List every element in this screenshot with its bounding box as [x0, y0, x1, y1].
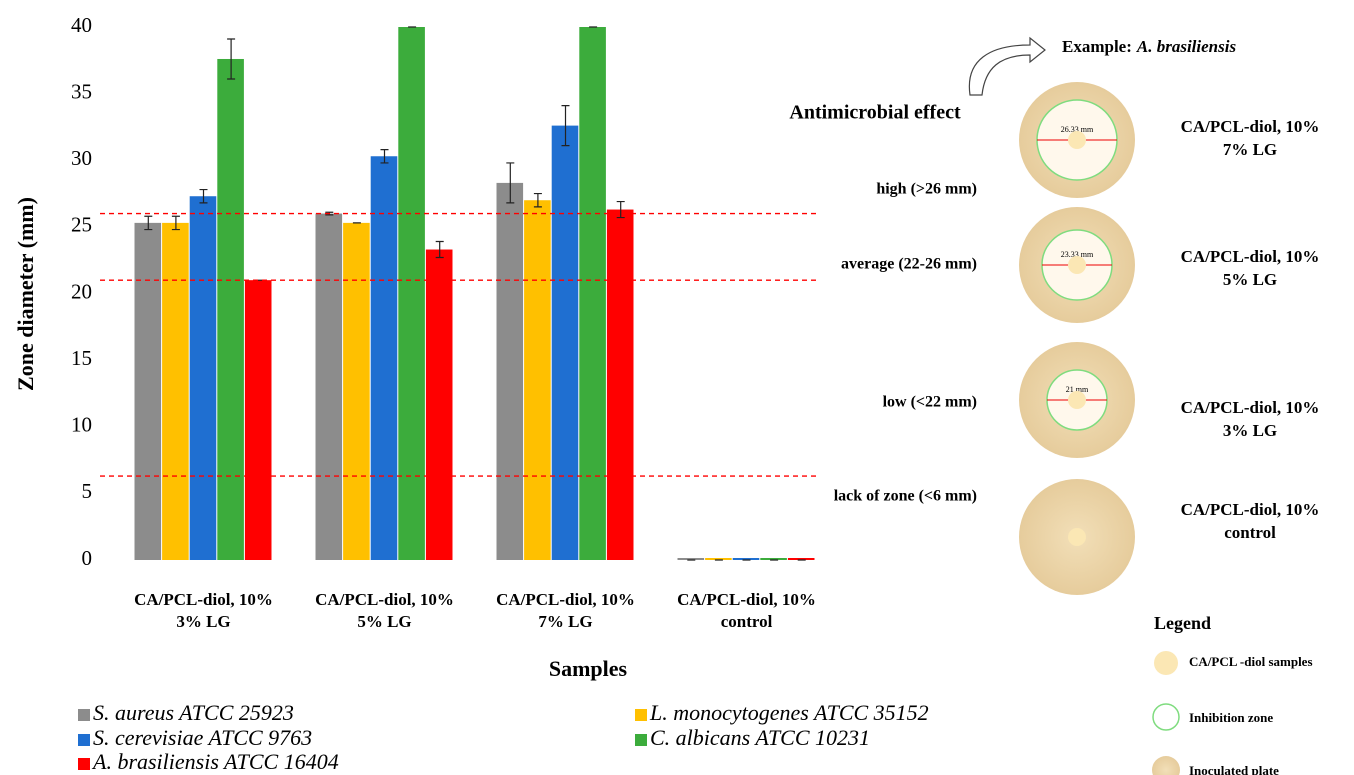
y-tick-label: 5 — [82, 479, 93, 503]
x-tick-label: CA/PCL-diol, 10%7% LG — [496, 590, 635, 631]
figure: Zone diameter (mm) Samples Antimicrobial… — [0, 0, 1354, 775]
y-tick-label: 10 — [71, 413, 92, 437]
bar — [135, 223, 162, 560]
bar — [607, 210, 634, 560]
legend-label: S. aureus ATCC 25923 — [93, 700, 294, 725]
bar — [190, 196, 217, 560]
sample — [1068, 256, 1086, 274]
bar — [524, 200, 551, 560]
example-species: A. brasiliensis — [1136, 37, 1237, 56]
legend-label: C. albicans ATCC 10231 — [650, 725, 870, 750]
bar — [426, 250, 453, 560]
sample — [1068, 391, 1086, 409]
bar — [579, 27, 606, 560]
bar — [343, 223, 370, 560]
legend-label: S. cerevisiae ATCC 9763 — [93, 725, 312, 750]
sample-icon — [1154, 651, 1178, 675]
diagram-legend-label: CA/PCL -diol samples — [1189, 654, 1313, 669]
level-label: high (>26 mm) — [876, 181, 977, 198]
legend-label: L. monocytogenes ATCC 35152 — [649, 700, 929, 725]
bar — [497, 183, 524, 560]
y-tick-label: 25 — [71, 213, 92, 237]
bar — [162, 223, 189, 560]
bar — [245, 280, 272, 560]
zone-icon — [1153, 704, 1179, 730]
legend-swatch — [78, 734, 90, 746]
level-label: average (22-26 mm) — [841, 256, 977, 273]
plate-label: CA/PCL-diol, 10%7% LG — [1181, 117, 1320, 159]
bar — [552, 126, 579, 560]
plate-label: CA/PCL-diol, 10%3% LG — [1181, 398, 1320, 440]
plate-label: CA/PCL-diol, 10%5% LG — [1181, 247, 1320, 289]
example-label: Example: — [1062, 37, 1132, 56]
x-axis-label: Samples — [549, 656, 628, 681]
plate-icon — [1152, 756, 1180, 775]
legend-swatch — [78, 709, 90, 721]
y-tick-label: 15 — [71, 346, 92, 370]
example-caption: Example:A. brasiliensis — [1062, 37, 1236, 56]
bar — [316, 214, 343, 560]
y-tick-label: 40 — [71, 13, 92, 37]
level-label: low (<22 mm) — [883, 394, 977, 411]
arrow — [969, 38, 1045, 95]
y-tick-label: 35 — [71, 79, 92, 103]
sample — [1068, 131, 1086, 149]
diagram-title: Antimicrobial effect — [789, 102, 961, 124]
diagram-legend-label: Inhibition zone — [1189, 710, 1273, 725]
level-label: lack of zone (<6 mm) — [834, 488, 977, 505]
diagram-legend-label: Inoculated plate — [1189, 763, 1279, 775]
y-axis-label: Zone diameter (mm) — [13, 197, 38, 391]
legend-swatch — [78, 758, 90, 770]
bar — [371, 156, 398, 560]
x-tick-label: CA/PCL-diol, 10%3% LG — [134, 590, 273, 631]
legend-label: A. brasiliensis ATCC 16404 — [91, 749, 339, 774]
legend-swatch — [635, 709, 647, 721]
sample — [1068, 528, 1086, 546]
x-tick-label: CA/PCL-diol, 10%control — [677, 590, 816, 631]
y-tick-label: 20 — [71, 279, 92, 303]
legend-swatch — [635, 734, 647, 746]
bar — [398, 27, 425, 560]
diagram-legend-title: Legend — [1154, 613, 1211, 633]
x-tick-label: CA/PCL-diol, 10%5% LG — [315, 590, 454, 631]
plate-label: CA/PCL-diol, 10%control — [1181, 500, 1320, 542]
bar — [217, 59, 244, 560]
y-tick-label: 0 — [82, 546, 93, 570]
y-tick-label: 30 — [71, 146, 92, 170]
